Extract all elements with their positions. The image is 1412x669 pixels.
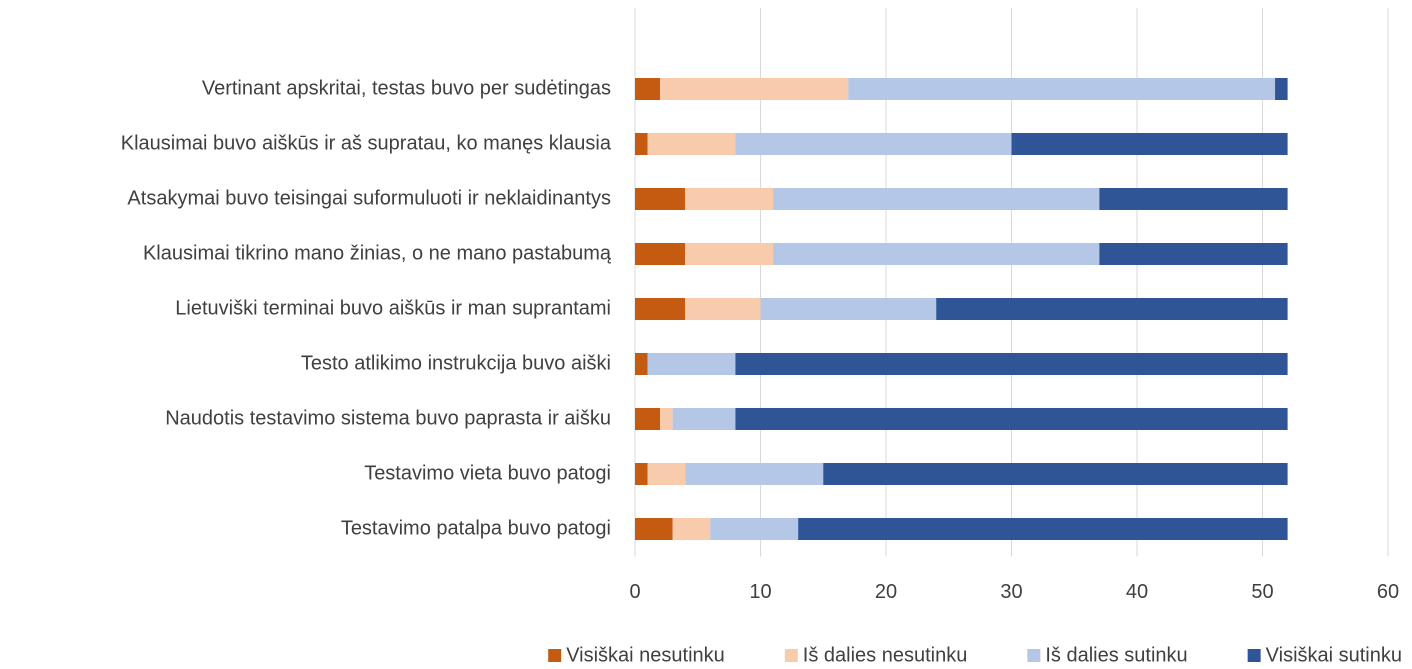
bar-segment: [635, 243, 686, 265]
bar-segment: [635, 463, 648, 485]
bar-segment: [672, 518, 711, 540]
bar-segment: [685, 463, 824, 485]
bar-segment: [685, 243, 774, 265]
legend-swatch: [1247, 649, 1261, 662]
bar-segment: [1099, 243, 1288, 265]
y-tick-label: Naudotis testavimo sistema buvo paprasta…: [165, 407, 611, 429]
y-tick-label: Testo atlikimo instrukcija buvo aiški: [301, 352, 611, 374]
y-tick-label: Testavimo patalpa buvo patogi: [341, 517, 611, 539]
bar-segment: [685, 298, 761, 320]
legend-label: Iš dalies sutinku: [1045, 644, 1187, 666]
bar-segment: [1275, 78, 1288, 100]
bar-segment: [635, 518, 673, 540]
bar-segment: [635, 353, 648, 375]
bar-segment: [635, 78, 661, 100]
bar-segment: [647, 353, 736, 375]
bar-segment: [773, 188, 1100, 210]
bar-segment: [823, 463, 1288, 485]
x-tick-label: 10: [749, 581, 771, 603]
y-tick-label: Atsakymai buvo teisingai suformuluoti ir…: [127, 187, 611, 209]
y-tick-label: Klausimai buvo aiškūs ir aš supratau, ko…: [121, 132, 612, 154]
bar-segment: [1011, 133, 1288, 155]
legend-label: Visiškai sutinku: [1266, 644, 1402, 666]
bar-segment: [760, 298, 937, 320]
x-tick-label: 60: [1377, 581, 1399, 603]
x-tick-label: 40: [1126, 581, 1148, 603]
bar-segment: [647, 133, 736, 155]
bar-segment: [685, 188, 774, 210]
bar-segment: [635, 298, 686, 320]
bar-segment: [773, 243, 1100, 265]
x-tick-label: 50: [1251, 581, 1273, 603]
legend-swatch: [1027, 649, 1041, 662]
y-tick-label: Testavimo vieta buvo patogi: [364, 462, 611, 484]
bar-segment: [647, 463, 686, 485]
bar-segment: [660, 408, 673, 430]
bar-segment: [1099, 188, 1288, 210]
bar-segment: [936, 298, 1288, 320]
legend-swatch: [548, 649, 562, 662]
legend-swatch: [784, 649, 798, 662]
bar-segment: [635, 133, 648, 155]
bar-segment: [672, 408, 736, 430]
bar-segment: [635, 408, 661, 430]
y-tick-label: Vertinant apskritai, testas buvo per sud…: [202, 77, 611, 99]
x-tick-label: 0: [629, 581, 640, 603]
bar-segment: [735, 408, 1288, 430]
x-tick-label: 30: [1000, 581, 1022, 603]
y-tick-label: Klausimai tikrino mano žinias, o ne mano…: [143, 242, 612, 264]
bar-segment: [735, 133, 1012, 155]
bar-segment: [635, 188, 686, 210]
legend-label: Iš dalies nesutinku: [803, 644, 968, 666]
bar-segment: [798, 518, 1288, 540]
bar-segment: [735, 353, 1288, 375]
bar-segment: [660, 78, 849, 100]
bar-segment: [848, 78, 1276, 100]
legend-label: Visiškai nesutinku: [566, 644, 725, 666]
y-tick-label: Lietuviški terminai buvo aiškūs ir man s…: [175, 297, 611, 319]
x-tick-label: 20: [875, 581, 897, 603]
bar-segment: [710, 518, 799, 540]
